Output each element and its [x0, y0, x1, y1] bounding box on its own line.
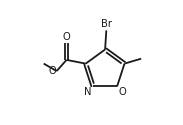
Text: N: N [84, 87, 91, 97]
Text: O: O [63, 32, 70, 42]
Text: O: O [48, 66, 56, 76]
Text: Br: Br [101, 19, 112, 29]
Text: O: O [119, 87, 127, 97]
